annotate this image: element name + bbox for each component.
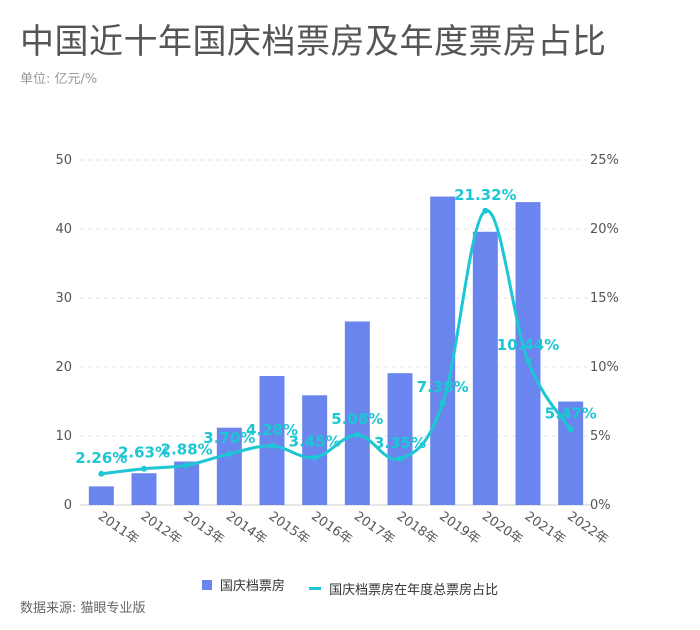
line-point-2013年 bbox=[183, 462, 190, 469]
x-tick-label: 2021年 bbox=[522, 509, 568, 548]
x-tick-label: 2018年 bbox=[394, 509, 440, 548]
y-right-tick-label: 0% bbox=[590, 498, 611, 513]
legend: 国庆档票房 国庆档票房在年度总票房占比 bbox=[0, 575, 700, 598]
data-label: 2.88% bbox=[161, 440, 213, 458]
y-right-tick-label: 10% bbox=[590, 360, 619, 375]
bar-2015年 bbox=[259, 375, 285, 505]
unit-label: 单位: 亿元/% bbox=[20, 72, 98, 87]
line-point-2018年 bbox=[397, 455, 403, 462]
x-tick-label: 2012年 bbox=[138, 509, 184, 548]
data-label: 2.26% bbox=[75, 449, 127, 467]
y-left-tick-label: 20 bbox=[55, 360, 72, 375]
data-label: 3.45% bbox=[289, 432, 341, 450]
data-label: 4.28% bbox=[246, 421, 298, 439]
y-right-tick-label: 5% bbox=[590, 429, 611, 444]
x-tick-label: 2016年 bbox=[308, 509, 354, 548]
y-left-tick-label: 10 bbox=[55, 429, 72, 444]
x-tick-label: 2019年 bbox=[436, 509, 482, 548]
legend-item-bar[interactable]: 国庆档票房 bbox=[201, 575, 285, 594]
data-label: 10.44% bbox=[497, 336, 559, 354]
data-label: 2.63% bbox=[118, 444, 170, 462]
chart-title: 中国近十年国庆档票房及年度票房占比 bbox=[20, 22, 607, 62]
legend-label-line: 国庆档票房在年度总票房占比 bbox=[329, 582, 499, 598]
data-label: 7.38% bbox=[417, 378, 469, 396]
data-label: 5.47% bbox=[545, 405, 597, 423]
line-point-2017年 bbox=[354, 431, 361, 438]
bar-2020年 bbox=[472, 231, 498, 505]
bar-2021年 bbox=[515, 202, 541, 505]
line-point-2014年 bbox=[226, 450, 233, 457]
bar-2014年 bbox=[216, 427, 242, 505]
line-point-2012年 bbox=[141, 465, 147, 472]
x-tick-label: 2011年 bbox=[95, 509, 141, 548]
y-left-tick-label: 30 bbox=[55, 291, 72, 306]
line-point-2011年 bbox=[98, 470, 105, 477]
x-tick-label: 2020年 bbox=[479, 509, 525, 548]
bar-2011年 bbox=[88, 486, 114, 505]
data-label: 5.08% bbox=[331, 410, 383, 428]
line-point-2022年 bbox=[567, 426, 574, 433]
y-left-tick-label: 50 bbox=[55, 153, 72, 168]
data-source: 数据来源: 猫眼专业版 bbox=[20, 601, 146, 616]
legend-swatch-bar bbox=[201, 579, 212, 590]
legend-item-line[interactable]: 国庆档票房在年度总票房占比 bbox=[309, 579, 498, 598]
line-point-2015年 bbox=[269, 442, 275, 449]
y-left-tick-label: 40 bbox=[55, 222, 72, 237]
legend-swatch-line bbox=[309, 586, 322, 590]
data-label: 3.70% bbox=[203, 429, 255, 447]
y-right-tick-label: 25% bbox=[590, 153, 619, 168]
data-label: 21.32% bbox=[454, 186, 516, 204]
y-left-tick-label: 0 bbox=[64, 498, 72, 513]
chart-canvas: 0 0%10 5%20 10%30 15%40 20%50 25%2011年2012年201… bbox=[55, 153, 619, 548]
x-tick-label: 2014年 bbox=[223, 509, 269, 548]
bar-2016年 bbox=[302, 395, 328, 505]
x-tick-label: 2022年 bbox=[564, 509, 610, 548]
line-point-2020年 bbox=[482, 207, 489, 214]
y-right-tick-label: 15% bbox=[590, 291, 619, 306]
bar-2017年 bbox=[344, 321, 370, 505]
x-tick-label: 2013年 bbox=[180, 509, 226, 548]
bar-2019年 bbox=[430, 196, 456, 505]
bar-2012年 bbox=[131, 473, 157, 505]
line-point-2021年 bbox=[525, 357, 531, 364]
bar-2013年 bbox=[174, 461, 200, 505]
y-right-tick-label: 20% bbox=[590, 222, 619, 237]
bar-2018年 bbox=[387, 373, 413, 505]
data-label: 3.35% bbox=[374, 434, 426, 452]
legend-label-bar: 国庆档票房 bbox=[219, 579, 285, 594]
line-point-2019年 bbox=[439, 400, 446, 407]
x-tick-label: 2015年 bbox=[266, 509, 312, 548]
x-tick-label: 2017年 bbox=[351, 509, 397, 548]
line-point-2016年 bbox=[311, 454, 318, 461]
